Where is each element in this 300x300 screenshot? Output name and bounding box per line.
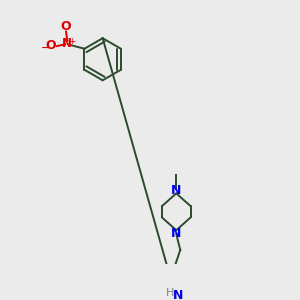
Text: N: N [171, 227, 181, 240]
Text: N: N [171, 184, 181, 197]
Text: N: N [172, 290, 183, 300]
Text: N: N [62, 37, 72, 50]
Text: +: + [68, 38, 76, 46]
Text: H: H [166, 288, 174, 298]
Text: O: O [45, 39, 56, 52]
Text: O: O [61, 20, 71, 33]
Text: −: − [41, 42, 52, 55]
